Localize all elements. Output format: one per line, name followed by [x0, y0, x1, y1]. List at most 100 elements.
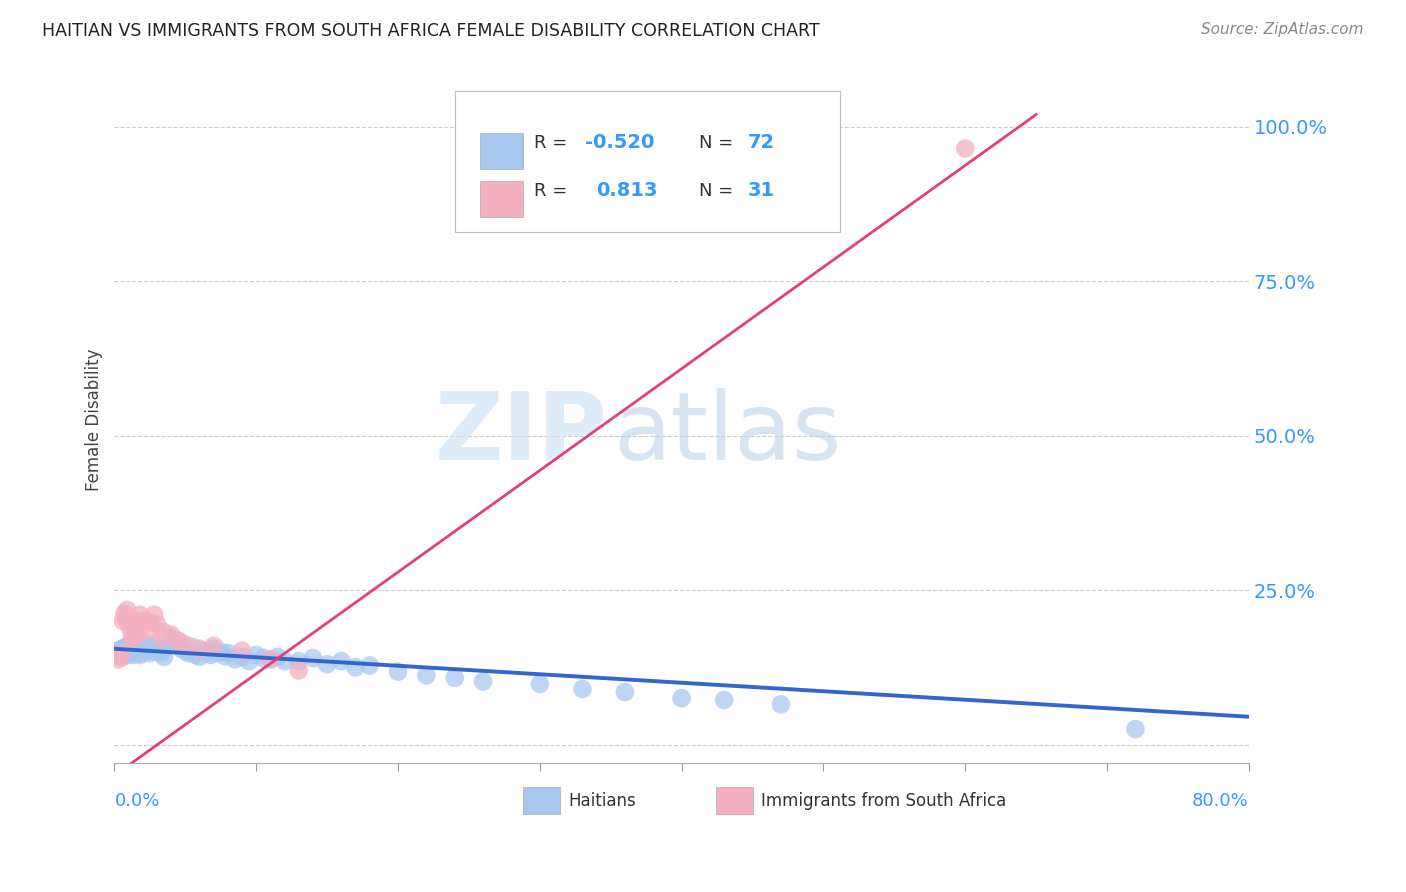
Text: Source: ZipAtlas.com: Source: ZipAtlas.com	[1201, 22, 1364, 37]
Point	[153, 649, 176, 664]
FancyBboxPatch shape	[479, 133, 523, 169]
Point	[118, 611, 141, 625]
Point	[302, 651, 325, 665]
Point	[112, 607, 135, 621]
Point	[163, 635, 186, 649]
Point	[529, 677, 551, 691]
Point	[316, 657, 339, 672]
Point	[671, 691, 693, 706]
Point	[167, 633, 190, 648]
Point	[1125, 722, 1147, 736]
Point	[128, 627, 150, 641]
Text: 31: 31	[748, 181, 775, 200]
Point	[120, 641, 142, 656]
FancyBboxPatch shape	[454, 91, 841, 232]
FancyBboxPatch shape	[479, 181, 523, 217]
Point	[245, 648, 267, 662]
Point	[117, 617, 139, 632]
Point	[231, 643, 253, 657]
Point	[122, 621, 145, 635]
Point	[181, 640, 204, 654]
Point	[117, 639, 139, 653]
Point	[238, 654, 260, 668]
Point	[118, 646, 141, 660]
Point	[136, 643, 159, 657]
Point	[330, 654, 353, 668]
Text: 0.0%: 0.0%	[114, 792, 160, 810]
Point	[131, 641, 153, 656]
Point	[139, 646, 162, 660]
Point	[115, 643, 138, 657]
Point	[121, 648, 143, 662]
Point	[110, 641, 132, 656]
Point	[129, 648, 152, 662]
Point	[110, 646, 132, 660]
Point	[273, 654, 295, 668]
Point	[202, 641, 225, 656]
Point	[135, 639, 157, 653]
Point	[193, 643, 215, 657]
Point	[139, 615, 162, 630]
Point	[266, 649, 288, 664]
Text: 80.0%: 80.0%	[1192, 792, 1249, 810]
Point	[132, 614, 155, 628]
Point	[125, 640, 148, 654]
Point	[146, 617, 169, 632]
Point	[107, 652, 129, 666]
Point	[259, 652, 281, 666]
Point	[107, 643, 129, 657]
Text: 0.813: 0.813	[596, 181, 658, 200]
Text: R =: R =	[534, 182, 574, 200]
Point	[146, 645, 169, 659]
Point	[122, 645, 145, 659]
Point	[207, 646, 229, 660]
Point	[195, 646, 218, 660]
Text: 72: 72	[748, 133, 775, 152]
Point	[105, 648, 128, 662]
Point	[156, 640, 179, 654]
Point	[571, 681, 593, 696]
Point	[149, 641, 172, 656]
Point	[160, 632, 183, 646]
Point	[613, 685, 636, 699]
Point	[132, 646, 155, 660]
Point	[387, 665, 409, 679]
Point	[955, 141, 977, 155]
Point	[115, 603, 138, 617]
Point	[121, 632, 143, 646]
Point	[150, 646, 173, 660]
Text: -0.520: -0.520	[585, 133, 655, 152]
Text: Immigrants from South Africa: Immigrants from South Africa	[761, 792, 1007, 810]
Point	[214, 649, 236, 664]
Point	[209, 645, 232, 659]
Text: HAITIAN VS IMMIGRANTS FROM SOUTH AFRICA FEMALE DISABILITY CORRELATION CHART: HAITIAN VS IMMIGRANTS FROM SOUTH AFRICA …	[42, 22, 820, 40]
Point	[120, 626, 142, 640]
Point	[129, 607, 152, 622]
Point	[143, 637, 166, 651]
Point	[125, 637, 148, 651]
Point	[160, 627, 183, 641]
Point	[252, 651, 274, 665]
Point	[125, 615, 148, 630]
Point	[188, 649, 211, 664]
Point	[224, 652, 246, 666]
Point	[287, 654, 309, 668]
Point	[177, 646, 200, 660]
Point	[111, 645, 134, 659]
Point	[174, 643, 197, 657]
Point	[415, 668, 437, 682]
Point	[713, 693, 735, 707]
Text: ZIP: ZIP	[434, 388, 607, 480]
Point	[111, 614, 134, 628]
Point	[344, 660, 367, 674]
Point	[167, 633, 190, 648]
FancyBboxPatch shape	[523, 787, 560, 814]
Point	[114, 640, 136, 654]
Point	[128, 643, 150, 657]
Point	[108, 646, 131, 660]
Point	[150, 632, 173, 646]
Point	[472, 674, 495, 689]
Text: Haitians: Haitians	[568, 792, 636, 810]
Point	[135, 624, 157, 638]
Text: atlas: atlas	[613, 388, 842, 480]
